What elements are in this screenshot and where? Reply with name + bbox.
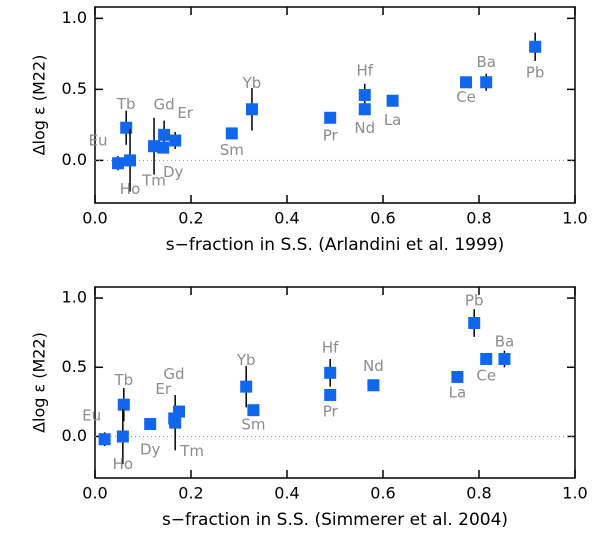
point-label: Nd	[363, 357, 384, 375]
data-point	[324, 111, 337, 124]
data-point	[358, 89, 371, 102]
point-label: Ho	[113, 455, 133, 473]
plot-frame	[94, 286, 576, 479]
point-label: Yb	[242, 74, 262, 92]
x-tick-label: 0.2	[178, 484, 203, 503]
point-label: Hf	[322, 338, 339, 356]
data-point	[169, 134, 182, 147]
data-point	[157, 141, 170, 154]
point-label: Tb	[113, 371, 133, 389]
y-tick-label: 0.0	[62, 150, 87, 169]
point-label: Tb	[116, 95, 136, 113]
data-point	[468, 316, 481, 329]
y-tick-label: 0.5	[62, 357, 87, 376]
point-label: Eu	[89, 132, 108, 150]
y-axis-label: Δlog ε (M22)	[30, 332, 49, 433]
data-point	[324, 366, 337, 379]
x-tick-label: 1.0	[562, 484, 587, 503]
data-point	[480, 352, 493, 365]
data-point	[124, 154, 137, 167]
point-label: Sm	[241, 416, 265, 434]
data-point	[225, 127, 238, 140]
data-point	[148, 140, 161, 153]
point-label: La	[449, 383, 467, 401]
data-point	[247, 404, 260, 417]
plot-frame	[94, 6, 576, 204]
data-point	[324, 388, 337, 401]
point-label: Dy	[140, 441, 161, 459]
data-point	[144, 418, 157, 431]
x-tick-label: 0.8	[466, 484, 491, 503]
point-label: Pr	[323, 402, 339, 420]
point-label: Hf	[356, 62, 373, 80]
data-point	[98, 433, 111, 446]
x-tick-label: 0.4	[274, 484, 299, 503]
point-label: Pr	[323, 126, 339, 144]
point-label: Tm	[141, 172, 166, 190]
data-point	[112, 157, 125, 170]
point-label: Eu	[82, 407, 101, 425]
data-point	[117, 398, 130, 411]
point-label: Gd	[154, 95, 175, 113]
data-point	[498, 352, 511, 365]
point-label: Ce	[476, 366, 496, 384]
data-point	[169, 416, 182, 429]
point-label: Er	[177, 104, 193, 122]
y-tick-label: 0.0	[62, 426, 87, 445]
x-tick-label: 0.0	[82, 209, 107, 228]
data-point	[245, 103, 258, 116]
point-label: Sm	[220, 141, 244, 159]
point-label: Ba	[495, 332, 514, 350]
y-axis-label: Δlog ε (M22)	[30, 55, 49, 156]
point-label: Pb	[526, 63, 545, 81]
point-label: La	[384, 111, 402, 129]
x-tick-label: 0.8	[466, 209, 491, 228]
y-tick-label: 1.0	[62, 288, 87, 307]
point-label: Tm	[179, 442, 204, 460]
data-point	[158, 128, 171, 141]
x-tick-label: 0.0	[82, 484, 107, 503]
point-label: Er	[155, 380, 171, 398]
data-point	[116, 430, 129, 443]
data-point	[358, 103, 371, 116]
point-label: Gd	[163, 365, 184, 383]
point-label: Ho	[120, 180, 140, 198]
data-point	[451, 370, 464, 383]
data-point	[460, 76, 473, 89]
point-label: Yb	[236, 351, 256, 369]
x-axis-label: s−fraction in S.S. (Arlandini et al. 199…	[166, 235, 504, 255]
point-label: Ba	[476, 53, 495, 71]
x-tick-label: 1.0	[562, 209, 587, 228]
x-axis-label: s−fraction in S.S. (Simmerer et al. 2004…	[162, 510, 508, 530]
point-label: Pb	[465, 291, 484, 309]
data-point	[120, 121, 133, 134]
y-tick-label: 1.0	[62, 8, 87, 27]
point-label: Dy	[163, 163, 184, 181]
x-tick-label: 0.2	[178, 209, 203, 228]
point-label: Ce	[456, 88, 476, 106]
x-tick-label: 0.4	[274, 209, 299, 228]
data-point	[480, 76, 493, 89]
data-point	[367, 379, 380, 392]
data-point	[529, 40, 542, 53]
data-point	[386, 94, 399, 107]
data-point	[173, 405, 185, 418]
point-label: Nd	[354, 119, 375, 137]
y-tick-label: 0.5	[62, 79, 87, 98]
data-point	[240, 380, 253, 393]
x-tick-label: 0.6	[370, 484, 395, 503]
x-tick-label: 0.6	[370, 209, 395, 228]
